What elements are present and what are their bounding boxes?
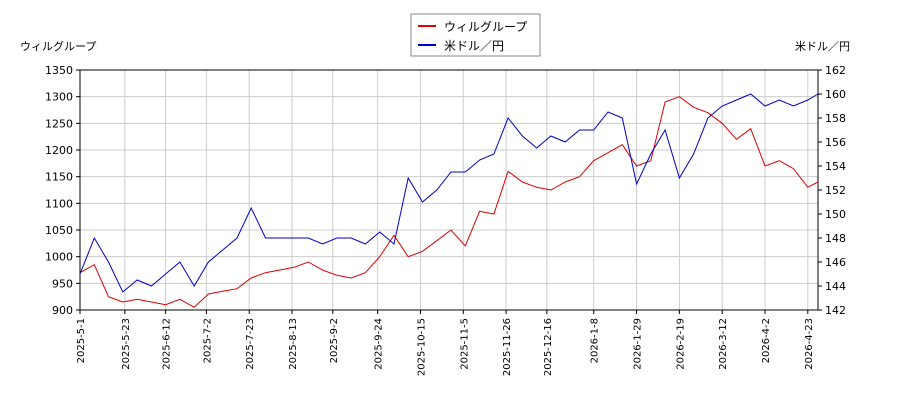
y-tick-label: 950 bbox=[52, 277, 73, 290]
x-tick-label: 2025-9-24 bbox=[374, 318, 385, 370]
legend-box bbox=[410, 13, 541, 57]
x-tick-label: 2026-4-23 bbox=[804, 318, 815, 370]
x-tick-label: 2025-8-13 bbox=[288, 318, 299, 370]
y-tick-label: 1100 bbox=[45, 197, 73, 210]
y2-tick-label: 144 bbox=[825, 280, 846, 293]
x-tick-label: 2025-7-2 bbox=[202, 318, 213, 363]
x-tick-label: 2025-9-2 bbox=[329, 318, 340, 363]
y-tick-label: 1150 bbox=[45, 171, 73, 184]
x-tick-label: 2026-1-8 bbox=[590, 318, 601, 363]
y-tick-label: 1200 bbox=[45, 144, 73, 157]
x-tick-label: 2026-3-12 bbox=[718, 318, 729, 370]
y-axis-label: ウィルグループ bbox=[20, 39, 96, 53]
legend-label: 米ドル／円 bbox=[444, 39, 504, 53]
y2-tick-label: 150 bbox=[825, 208, 846, 221]
y-tick-label: 1300 bbox=[45, 91, 73, 104]
x-tick-label: 2025-11-5 bbox=[459, 318, 470, 370]
y2-tick-label: 148 bbox=[825, 232, 846, 245]
x-tick-label: 2026-2-19 bbox=[675, 318, 686, 370]
y2-tick-label: 162 bbox=[825, 64, 846, 77]
x-tick-label: 2026-4-2 bbox=[761, 318, 772, 363]
plot-frame bbox=[79, 69, 819, 311]
y2-tick-label: 156 bbox=[825, 136, 846, 149]
y2-tick-label: 152 bbox=[825, 184, 846, 197]
legend-label: ウィルグループ bbox=[444, 20, 527, 34]
y-tick-label: 1000 bbox=[45, 251, 73, 264]
y2-axis-label: 米ドル／円 bbox=[795, 40, 850, 53]
y2-tick-label: 146 bbox=[825, 256, 846, 269]
y2-tick-label: 158 bbox=[825, 112, 846, 125]
x-tick-label: 2025-5-23 bbox=[121, 318, 132, 370]
y2-tick-label: 142 bbox=[825, 304, 846, 317]
y2-tick-label: 154 bbox=[825, 160, 846, 173]
x-tick-label: 2025-11-26 bbox=[502, 318, 513, 376]
x-tick-label: 2025-7-23 bbox=[245, 318, 256, 370]
series-line bbox=[79, 93, 819, 293]
x-tick-label: 2025-10-15 bbox=[416, 318, 427, 376]
series-line bbox=[79, 96, 819, 308]
x-tick-label: 2025-6-12 bbox=[162, 318, 173, 370]
x-tick-label: 2025-5-1 bbox=[76, 318, 87, 363]
y-tick-label: 1350 bbox=[45, 64, 73, 77]
y2-tick-label: 160 bbox=[825, 88, 846, 101]
y-tick-label: 1250 bbox=[45, 117, 73, 130]
x-tick-label: 2025-12-16 bbox=[543, 318, 554, 376]
y-tick-label: 1050 bbox=[45, 224, 73, 237]
y-tick-label: 900 bbox=[52, 304, 73, 317]
x-tick-label: 2026-1-29 bbox=[633, 318, 644, 370]
